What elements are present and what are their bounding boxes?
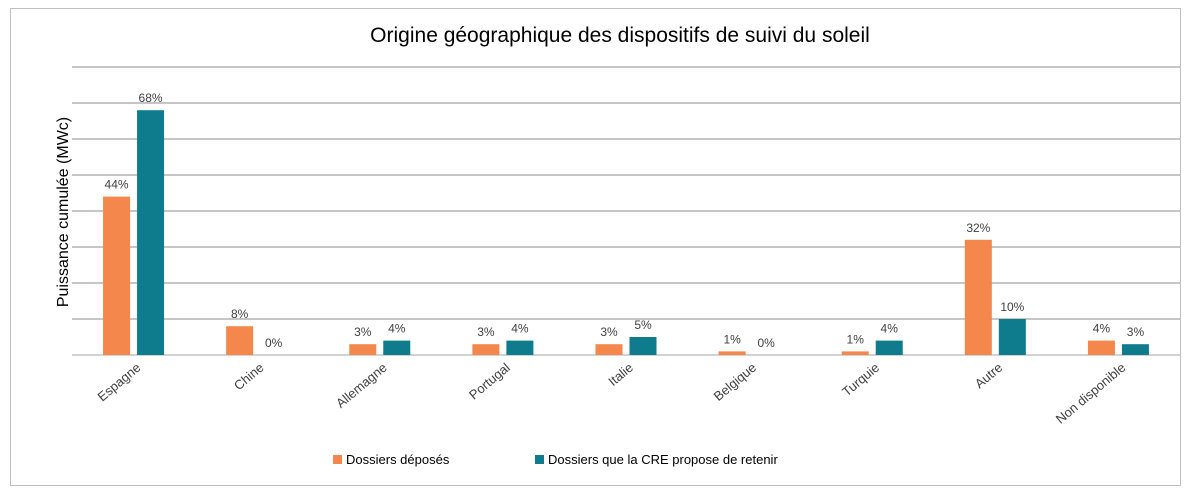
value-label: 4%: [881, 322, 899, 336]
bar: [226, 326, 254, 355]
value-label: 3%: [600, 325, 618, 339]
y-axis-label: Puissance cumulée (MWc): [55, 117, 72, 307]
value-label: 5%: [634, 318, 652, 332]
bar: [1087, 340, 1115, 355]
value-label: 8%: [231, 307, 249, 321]
value-label: 0%: [757, 336, 775, 350]
bar: [875, 340, 903, 355]
chart-title: Origine géographique des dispositifs de …: [370, 24, 870, 47]
bar: [1121, 344, 1149, 355]
bar: [103, 196, 131, 355]
value-label: 4%: [511, 322, 529, 336]
bar: [349, 344, 377, 355]
value-label: 4%: [1093, 322, 1111, 336]
value-label: 68%: [139, 91, 163, 105]
bar: [506, 340, 534, 355]
bar: [998, 319, 1026, 355]
bar: [472, 344, 500, 355]
legend-swatch: [333, 455, 342, 464]
bar: [629, 337, 657, 355]
value-label: 32%: [966, 221, 990, 235]
value-label: 4%: [388, 322, 406, 336]
value-label: 0%: [265, 336, 283, 350]
value-label: 1%: [723, 332, 741, 346]
value-label: 44%: [105, 178, 129, 192]
value-label: 3%: [354, 325, 372, 339]
value-label: 3%: [477, 325, 495, 339]
legend-swatch: [535, 455, 544, 464]
legend-label: Dossiers que la CRE propose de retenir: [548, 452, 778, 467]
bar: [841, 351, 869, 355]
bar: [595, 344, 623, 355]
legend-label: Dossiers déposés: [346, 452, 450, 467]
bar: [718, 351, 746, 355]
bar: [964, 239, 992, 355]
value-label: 3%: [1127, 325, 1145, 339]
bar: [383, 340, 411, 355]
value-label: 1%: [847, 332, 865, 346]
bar: [137, 110, 165, 355]
value-label: 10%: [1000, 300, 1024, 314]
